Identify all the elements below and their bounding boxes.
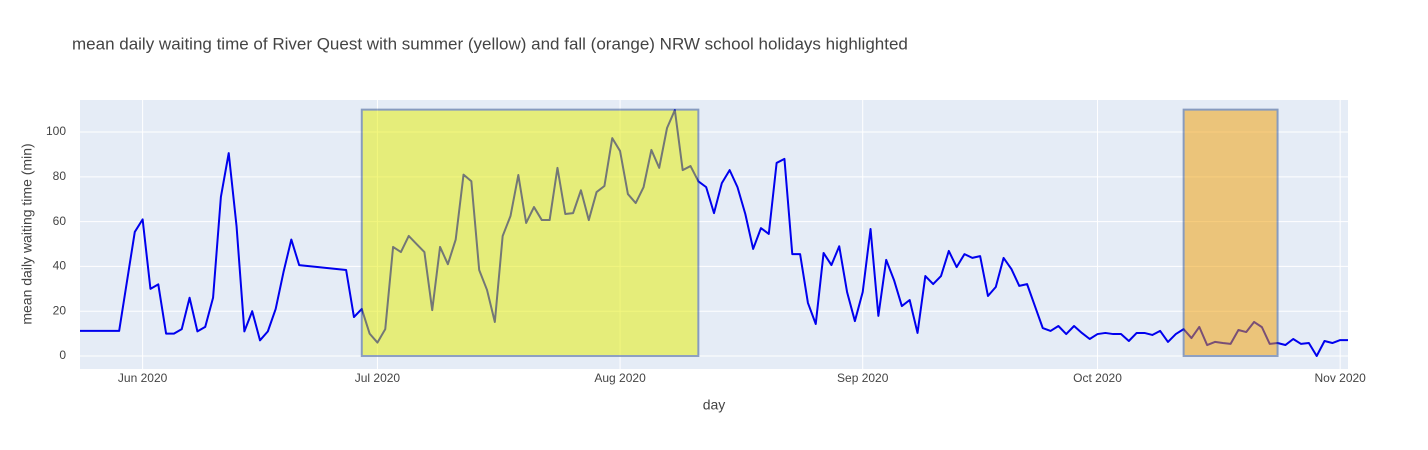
- x-tick-label: Jun 2020: [118, 371, 168, 385]
- x-tick-label: Oct 2020: [1073, 371, 1122, 385]
- plot-area: [80, 100, 1348, 369]
- holiday-highlight: [1182, 108, 1279, 358]
- y-tick-label: 80: [53, 169, 67, 183]
- x-tick-label: Aug 2020: [594, 371, 646, 385]
- holiday-highlight: [360, 108, 700, 358]
- x-tick-label: Jul 2020: [355, 371, 401, 385]
- y-tick-label: 100: [46, 124, 66, 138]
- y-tick-label: 40: [53, 259, 67, 273]
- x-tick-label: Nov 2020: [1314, 371, 1366, 385]
- chart-title: mean daily waiting time of River Quest w…: [72, 34, 908, 53]
- y-axis-title: mean daily waiting time (min): [19, 143, 35, 324]
- x-axis-title: day: [703, 397, 726, 413]
- y-tick-label: 0: [59, 348, 66, 362]
- x-tick-label: Sep 2020: [837, 371, 889, 385]
- data-line: [80, 109, 1348, 358]
- y-tick-label: 20: [53, 303, 67, 317]
- y-tick-label: 60: [53, 214, 67, 228]
